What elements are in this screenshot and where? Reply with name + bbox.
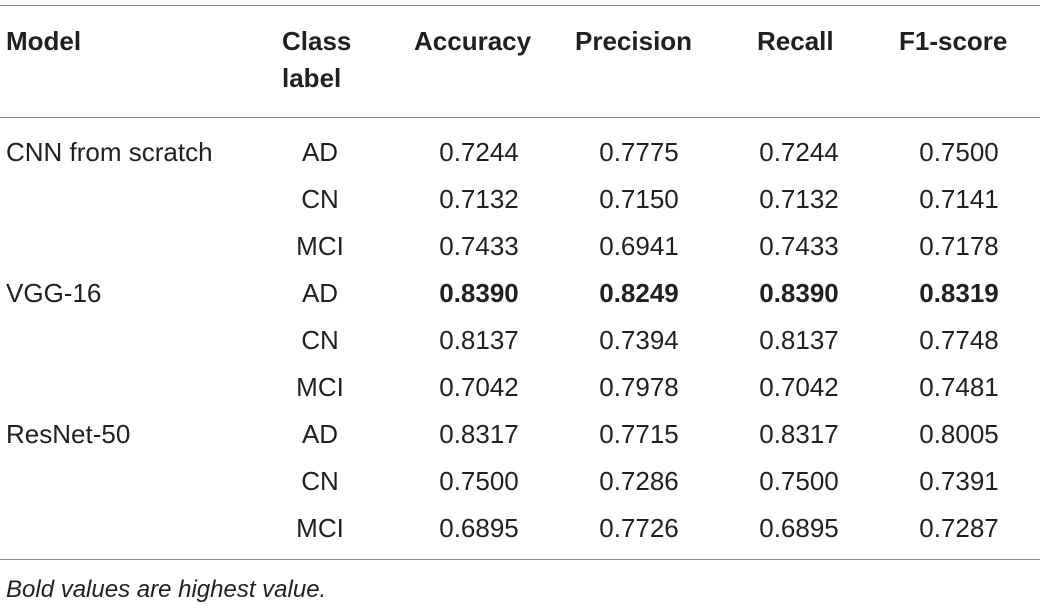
row-f1-score: 0.7287 bbox=[919, 513, 999, 543]
row-f1-score: 0.7481 bbox=[919, 372, 999, 402]
row-model: VGG-16 bbox=[6, 278, 102, 308]
table-row: CN 0.7500 0.7286 0.7500 0.7391 bbox=[0, 458, 1040, 505]
table-bottom-rule bbox=[0, 559, 1040, 560]
header-class-line1: Class bbox=[282, 26, 352, 56]
table-row: MCI 0.6895 0.7726 0.6895 0.7287 bbox=[0, 505, 1040, 552]
row-class-label: MCI bbox=[296, 513, 344, 543]
row-accuracy: 0.7244 bbox=[439, 137, 519, 167]
row-recall: 0.7042 bbox=[759, 372, 839, 402]
row-accuracy: 0.8390 bbox=[439, 278, 519, 308]
table-row: ResNet-50 AD 0.8317 0.7715 0.8317 0.8005 bbox=[0, 411, 1040, 458]
row-precision: 0.7775 bbox=[599, 137, 679, 167]
row-accuracy: 0.7132 bbox=[439, 184, 519, 214]
row-recall: 0.7244 bbox=[759, 137, 839, 167]
row-accuracy: 0.7433 bbox=[439, 231, 519, 261]
row-class-label: CN bbox=[301, 466, 339, 496]
row-f1-score: 0.7391 bbox=[919, 466, 999, 496]
row-f1-score: 0.8005 bbox=[919, 419, 999, 449]
row-recall: 0.7500 bbox=[759, 466, 839, 496]
row-class-label: AD bbox=[301, 278, 339, 308]
row-precision: 0.7394 bbox=[599, 325, 679, 355]
header-class-label: Class label bbox=[282, 23, 362, 97]
row-accuracy: 0.7500 bbox=[439, 466, 519, 496]
header-rule bbox=[0, 117, 1040, 118]
row-precision: 0.7715 bbox=[599, 419, 679, 449]
table-footnote: Bold values are highest value. bbox=[6, 576, 327, 603]
table-header: Model Class label Accuracy Precision Rec… bbox=[0, 23, 1040, 103]
row-recall: 0.6895 bbox=[759, 513, 839, 543]
row-model: CNN from scratch bbox=[6, 137, 213, 167]
row-recall: 0.7433 bbox=[759, 231, 839, 261]
row-precision: 0.7726 bbox=[599, 513, 679, 543]
row-f1-score: 0.7178 bbox=[919, 231, 999, 261]
row-recall: 0.7132 bbox=[759, 184, 839, 214]
row-recall: 0.8317 bbox=[759, 419, 839, 449]
table-row: VGG-16 AD 0.8390 0.8249 0.8390 0.8319 bbox=[0, 270, 1040, 317]
row-precision: 0.8249 bbox=[599, 278, 679, 308]
header-precision: Precision bbox=[575, 26, 693, 56]
table-row: CNN from scratch AD 0.7244 0.7775 0.7244 0.75… bbox=[0, 129, 1040, 176]
row-accuracy: 0.7042 bbox=[439, 372, 519, 402]
table-row: CN 0.8137 0.7394 0.8137 0.7748 bbox=[0, 317, 1040, 364]
header-f1-score: F1-score bbox=[899, 26, 1008, 56]
table-top-rule bbox=[0, 5, 1040, 6]
row-precision: 0.6941 bbox=[599, 231, 679, 261]
table-row: MCI 0.7433 0.6941 0.7433 0.7178 bbox=[0, 223, 1040, 270]
row-class-label: CN bbox=[301, 325, 339, 355]
row-f1-score: 0.8319 bbox=[919, 278, 999, 308]
header-recall: Recall bbox=[757, 26, 834, 56]
row-f1-score: 0.7141 bbox=[919, 184, 999, 214]
row-precision: 0.7978 bbox=[599, 372, 679, 402]
row-model: ResNet-50 bbox=[6, 419, 131, 449]
header-class-line2: label bbox=[282, 63, 342, 93]
table-body: CNN from scratch AD 0.7244 0.7775 0.7244 0.75… bbox=[0, 129, 1040, 552]
row-class-label: AD bbox=[301, 137, 339, 167]
row-class-label: MCI bbox=[296, 372, 344, 402]
row-class-label: MCI bbox=[296, 231, 344, 261]
row-recall: 0.8390 bbox=[759, 278, 839, 308]
row-recall: 0.8137 bbox=[759, 325, 839, 355]
row-f1-score: 0.7500 bbox=[919, 137, 999, 167]
row-accuracy: 0.6895 bbox=[439, 513, 519, 543]
row-class-label: AD bbox=[301, 419, 339, 449]
row-precision: 0.7286 bbox=[599, 466, 679, 496]
row-f1-score: 0.7748 bbox=[919, 325, 999, 355]
table-row: MCI 0.7042 0.7978 0.7042 0.7481 bbox=[0, 364, 1040, 411]
row-class-label: CN bbox=[301, 184, 339, 214]
header-model: Model bbox=[6, 26, 82, 56]
row-accuracy: 0.8317 bbox=[439, 419, 519, 449]
table-row: CN 0.7132 0.7150 0.7132 0.7141 bbox=[0, 176, 1040, 223]
row-precision: 0.7150 bbox=[599, 184, 679, 214]
row-accuracy: 0.8137 bbox=[439, 325, 519, 355]
header-accuracy: Accuracy bbox=[414, 26, 532, 56]
